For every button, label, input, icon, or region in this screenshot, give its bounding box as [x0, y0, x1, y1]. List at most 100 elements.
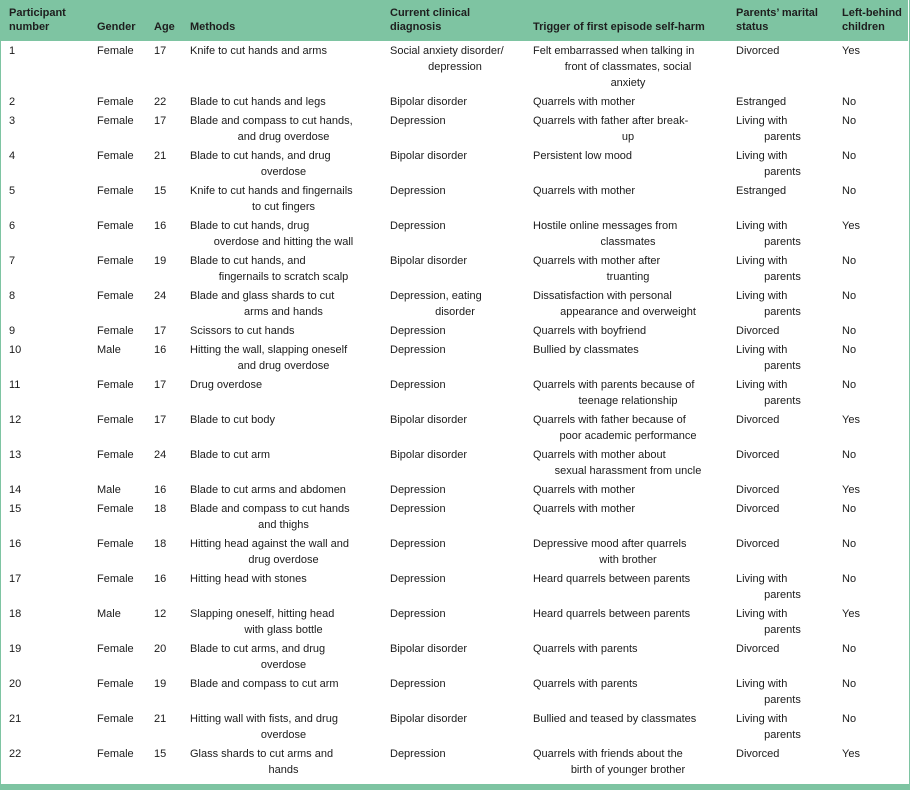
cell-trigger: Persistent low mood: [533, 150, 633, 162]
cell-leftbehind: No: [842, 503, 857, 515]
cell-marital: Divorced: [736, 484, 780, 496]
cell-age: 19: [154, 678, 167, 690]
cell-trigger: Heard quarrels between parents: [533, 608, 691, 620]
cell-gender: Female: [97, 290, 134, 302]
cell-marital: Living with parents: [736, 379, 801, 407]
table-row: 16 Female 18 Hitting head against the wall …: [1, 534, 908, 569]
table-row: 10 Male 16 Hitting the wall, slapping onese…: [1, 340, 908, 375]
cell-participant: 20: [9, 678, 22, 690]
cell-diagnosis: Depression: [390, 344, 446, 356]
cell-participant: 16: [9, 538, 22, 550]
cell-participant: 11: [9, 379, 21, 391]
table-row: 15 Female 18 Blade and compass to cut hands…: [1, 499, 908, 534]
cell-methods: Blade to cut arms, and drug overdose: [190, 643, 326, 671]
cell-participant: 14: [9, 484, 22, 496]
cell-leftbehind: No: [842, 713, 857, 725]
cell-participant: 6: [9, 220, 16, 232]
table-header: Participant number Gender Age Methods Current…: [1, 0, 908, 41]
table-row: 19 Female 20 Blade to cut arms, and drug ove…: [1, 639, 908, 674]
cell-leftbehind: No: [842, 344, 857, 356]
cell-leftbehind: No: [842, 96, 857, 108]
cell-participant: 21: [9, 713, 22, 725]
cell-trigger: Quarrels with mother about sexual harassm…: [533, 449, 702, 477]
cell-marital: Living with parents: [736, 150, 801, 178]
cell-diagnosis: Depression: [390, 678, 446, 690]
column-header-marital: Parents’ marital status: [728, 0, 834, 41]
cell-participant: 8: [9, 290, 16, 302]
cell-methods: Blade to cut hands, and drug overdose: [190, 150, 331, 178]
cell-methods: Blade and compass to cut arm: [190, 678, 339, 690]
cell-leftbehind: Yes: [842, 608, 860, 620]
cell-marital: Divorced: [736, 414, 780, 426]
column-header-participant: Participant number: [1, 0, 89, 41]
cell-gender: Female: [97, 325, 134, 337]
table-row: 6 Female 16 Blade to cut hands, drug overdos…: [1, 216, 908, 251]
table-row: 9 Female 17 Scissors to cut hands Depression…: [1, 321, 908, 340]
column-header-age: Age: [146, 0, 182, 41]
cell-marital: Living with parents: [736, 678, 801, 706]
cell-diagnosis: Bipolar disorder: [390, 449, 468, 461]
cell-gender: Female: [97, 96, 134, 108]
cell-trigger: Quarrels with father after break-up: [533, 115, 689, 143]
cell-diagnosis: Bipolar disorder: [390, 150, 468, 162]
cell-diagnosis: Depression: [390, 538, 446, 550]
cell-leftbehind: No: [842, 379, 857, 391]
column-header-leftbehind: Left-behind children: [834, 0, 908, 41]
cell-marital: Estranged: [736, 185, 787, 197]
cell-methods: Hitting head against the wall and drug ov…: [190, 538, 349, 566]
cell-marital: Living with parents: [736, 115, 801, 143]
cell-gender: Female: [97, 643, 134, 655]
cell-trigger: Hostile online messages from classmates: [533, 220, 678, 248]
cell-trigger: Quarrels with mother: [533, 185, 636, 197]
cell-age: 18: [154, 503, 167, 515]
cell-diagnosis: Depression: [390, 185, 446, 197]
cell-trigger: Quarrels with mother: [533, 484, 636, 496]
cell-methods: Blade and compass to cut hands, and drug …: [190, 115, 353, 143]
cell-age: 17: [154, 115, 167, 127]
table-bottom-border: [1, 784, 909, 790]
cell-participant: 12: [9, 414, 22, 426]
cell-leftbehind: No: [842, 678, 857, 690]
cell-gender: Male: [97, 344, 121, 356]
cell-gender: Female: [97, 185, 134, 197]
cell-marital: Divorced: [736, 325, 780, 337]
table-body: 1 Female 17 Knife to cut hands and arms Soci…: [1, 41, 908, 779]
cell-methods: Hitting wall with fists, and drug overdos…: [190, 713, 338, 741]
cell-diagnosis: Bipolar disorder: [390, 96, 468, 108]
table-row: 7 Female 19 Blade to cut hands, and fingerna…: [1, 251, 908, 286]
cell-methods: Scissors to cut hands: [190, 325, 295, 337]
table-row: 13 Female 24 Blade to cut arm Bipolar disord…: [1, 445, 908, 480]
cell-gender: Male: [97, 484, 121, 496]
cell-trigger: Dissatisfaction with personal appearance …: [533, 290, 696, 318]
table-row: 22 Female 15 Glass shards to cut arms and ha…: [1, 744, 908, 779]
cell-age: 16: [154, 573, 167, 585]
column-header-gender: Gender: [89, 0, 146, 41]
cell-age: 21: [154, 150, 167, 162]
cell-marital: Living with parents: [736, 290, 801, 318]
cell-age: 12: [154, 608, 167, 620]
cell-participant: 22: [9, 748, 22, 760]
cell-diagnosis: Depression: [390, 484, 446, 496]
cell-trigger: Quarrels with parents because of teenage …: [533, 379, 695, 407]
cell-gender: Female: [97, 538, 134, 550]
cell-marital: Divorced: [736, 503, 780, 515]
cell-marital: Living with parents: [736, 255, 801, 283]
cell-gender: Female: [97, 503, 134, 515]
cell-diagnosis: Depression: [390, 379, 446, 391]
cell-marital: Divorced: [736, 748, 780, 760]
cell-participant: 4: [9, 150, 16, 162]
cell-gender: Female: [97, 573, 134, 585]
cell-participant: 17: [9, 573, 22, 585]
cell-methods: Knife to cut hands and arms: [190, 45, 327, 57]
cell-participant: 7: [9, 255, 16, 267]
cell-participant: 19: [9, 643, 22, 655]
cell-methods: Hitting the wall, slapping oneself and dr…: [190, 344, 348, 372]
cell-diagnosis: Depression: [390, 748, 446, 760]
cell-diagnosis: Depression: [390, 573, 446, 585]
cell-trigger: Bullied and teased by classmates: [533, 713, 697, 725]
cell-trigger: Felt embarrassed when talking in front of…: [533, 45, 695, 89]
table-row: 2 Female 22 Blade to cut hands and legs Bipo…: [1, 92, 908, 111]
cell-age: 24: [154, 449, 167, 461]
table-row: 14 Male 16 Blade to cut arms and abdomen Dep…: [1, 480, 908, 499]
